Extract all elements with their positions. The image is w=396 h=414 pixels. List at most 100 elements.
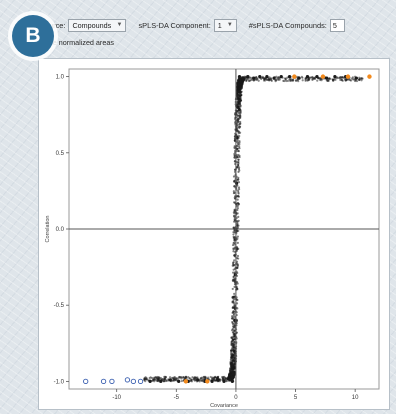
data-point [232,355,235,358]
series-point [236,105,240,109]
data-point [230,367,234,370]
data-point [232,230,235,234]
series-point [315,75,319,79]
toolbar: Source: Compounds ▼ sPLS-DA Component: 1… [40,16,390,34]
data-point [232,248,235,251]
source-select[interactable]: Compounds ▼ [68,18,127,32]
data-point [233,285,236,289]
panel-letter-badge: B [12,15,54,57]
normalized-areas-option[interactable]: Use normalized areas [44,38,114,47]
data-point [209,375,212,379]
data-point [351,76,355,79]
data-point [238,97,241,100]
data-point [238,143,241,146]
data-point [182,376,185,379]
series-point [287,75,292,79]
data-point [198,380,201,383]
data-point [237,202,240,205]
data-point [230,351,233,355]
data-point [230,353,233,357]
data-point [233,191,236,194]
series-point [297,76,301,80]
data-point [235,257,239,260]
data-point [239,116,242,119]
data-point [232,242,235,245]
data-point [257,79,260,82]
data-point [199,377,203,380]
data-point [274,80,277,83]
data-point [231,327,234,331]
data-point [263,77,266,81]
data-point [236,88,239,91]
data-point [180,377,183,380]
y-tick-label: 0.5 [56,151,65,157]
data-point [344,78,347,81]
data-point [270,79,273,83]
data-point [233,179,236,183]
data-point [238,134,241,138]
data-point [294,79,297,82]
data-point [188,377,191,380]
data-point [194,376,197,379]
data-point [341,79,344,82]
data-point [236,254,240,258]
data-point [237,160,240,163]
series-point-selected [345,74,351,79]
compounds-count-input[interactable]: 5 [329,18,345,32]
data-point [231,311,234,315]
data-point [235,302,239,305]
data-point [232,300,235,303]
series-point [354,76,358,80]
data-point [207,376,210,379]
data-point [232,214,236,217]
data-point [267,79,271,82]
data-point [237,181,240,184]
series-point [231,372,236,376]
x-tick-label: 5 [294,395,298,401]
data-point [175,377,179,380]
data-point [239,122,242,125]
data-point [236,120,240,123]
data-point [236,207,239,210]
data-point [277,78,280,82]
series-point-blue [83,378,89,385]
data-point [233,302,236,305]
data-point [187,375,190,379]
series-point-selected [320,74,326,79]
data-point [237,118,240,121]
data-point [254,76,258,79]
series-point [233,273,237,277]
data-point [236,144,239,147]
data-point [232,339,235,342]
data-point [225,379,228,382]
data-point [237,163,240,166]
component-select[interactable]: 1 ▼ [213,18,237,32]
data-point [233,156,236,159]
data-point [233,236,236,239]
series-point-selected [205,379,210,384]
y-tick-label: 1.0 [56,75,65,81]
data-point [232,250,235,253]
data-point [233,209,236,212]
series-point-blue [137,378,144,385]
compounds-label: #sPLS-DA Compounds: [248,20,327,30]
data-point [157,376,161,379]
data-point [240,83,244,86]
series-point [210,379,214,383]
data-point [232,296,235,299]
data-point [360,79,363,82]
data-point [214,375,217,378]
data-point [237,188,241,191]
data-point [238,169,241,172]
data-point [165,379,168,383]
data-point [180,379,183,383]
series-point [228,378,232,382]
data-point [233,329,236,332]
series-point [258,75,262,79]
data-point [232,261,235,264]
data-point [239,78,242,81]
data-point [232,298,235,301]
series-point [216,378,220,382]
data-point [237,132,240,135]
data-point [231,243,235,247]
